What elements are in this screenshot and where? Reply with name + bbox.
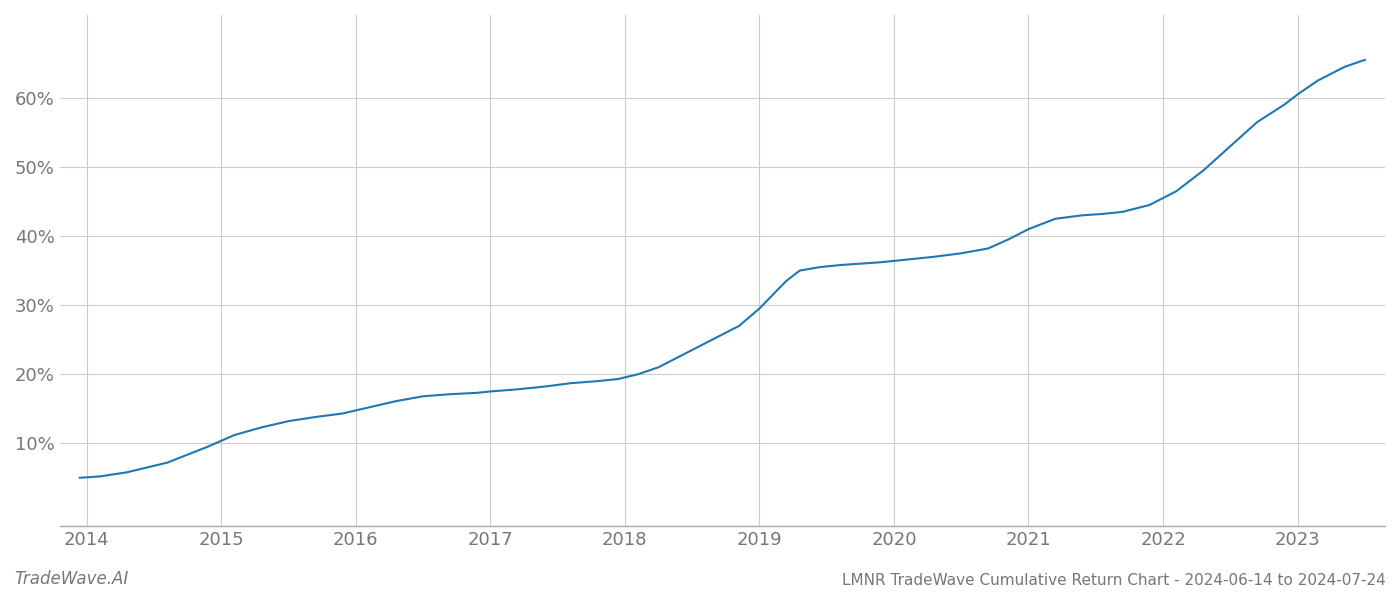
Text: TradeWave.AI: TradeWave.AI bbox=[14, 570, 129, 588]
Text: LMNR TradeWave Cumulative Return Chart - 2024-06-14 to 2024-07-24: LMNR TradeWave Cumulative Return Chart -… bbox=[843, 573, 1386, 588]
